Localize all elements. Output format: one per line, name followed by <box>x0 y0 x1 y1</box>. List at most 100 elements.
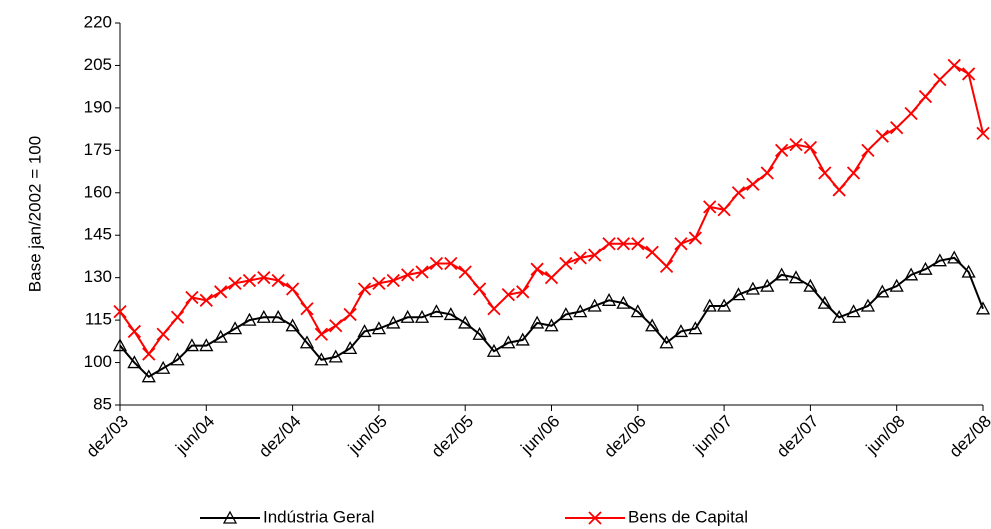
point-marker <box>357 282 372 296</box>
point-marker <box>588 248 602 262</box>
legend-marker <box>588 511 602 525</box>
point-marker <box>846 166 861 180</box>
point-marker <box>142 347 156 361</box>
x-tick-label: dez/05 <box>428 412 478 462</box>
point-marker <box>227 321 243 335</box>
point-marker <box>156 360 171 374</box>
x-tick-label: dez/07 <box>773 412 823 462</box>
point-marker <box>889 278 904 292</box>
point-marker <box>601 292 617 306</box>
point-marker <box>242 273 257 288</box>
x-tick-label: dez/04 <box>255 412 305 462</box>
point-marker <box>544 271 559 285</box>
point-marker <box>760 278 775 292</box>
point-marker <box>400 309 415 323</box>
point-marker <box>472 326 487 340</box>
point-marker <box>170 352 185 366</box>
point-marker <box>472 282 487 296</box>
point-marker <box>673 324 689 338</box>
point-marker <box>573 251 587 265</box>
point-marker <box>861 143 875 157</box>
point-marker <box>141 369 156 383</box>
x-tick-label: jun/08 <box>862 412 909 459</box>
point-marker <box>832 309 847 323</box>
point-marker <box>429 304 444 318</box>
point-marker <box>587 298 602 312</box>
point-marker <box>444 256 458 271</box>
point-marker <box>285 282 300 296</box>
point-marker <box>631 237 645 251</box>
point-marker <box>961 264 976 278</box>
point-marker <box>401 268 415 282</box>
point-marker <box>717 203 731 217</box>
point-marker <box>788 270 804 284</box>
point-marker <box>300 302 314 316</box>
point-marker <box>746 177 760 191</box>
point-marker <box>530 262 544 276</box>
y-tick-label: 160 <box>84 182 112 201</box>
y-tick-label: 205 <box>84 55 112 74</box>
y-tick-label: 85 <box>93 394 112 413</box>
point-marker <box>458 265 472 279</box>
point-marker <box>271 309 286 323</box>
point-marker <box>487 302 501 316</box>
point-marker <box>458 315 473 329</box>
point-marker <box>875 284 890 298</box>
point-marker <box>904 106 918 121</box>
point-marker <box>343 307 357 322</box>
point-marker <box>918 261 933 275</box>
point-marker <box>127 324 142 339</box>
point-marker <box>903 267 919 281</box>
point-marker <box>515 332 530 346</box>
point-marker <box>803 140 818 155</box>
point-marker <box>674 237 688 251</box>
point-marker <box>486 343 502 357</box>
point-marker <box>875 129 889 143</box>
point-marker <box>184 338 200 352</box>
point-marker <box>185 290 199 305</box>
point-marker <box>803 278 818 292</box>
series-line <box>119 256 984 378</box>
x-tick-label: jun/05 <box>344 412 391 459</box>
y-tick-label: 175 <box>84 140 112 159</box>
point-marker <box>745 281 760 295</box>
point-marker <box>774 267 789 281</box>
point-marker <box>112 338 128 352</box>
point-marker <box>976 126 990 140</box>
point-marker <box>228 276 242 290</box>
point-marker <box>559 256 573 271</box>
point-marker <box>947 58 961 73</box>
point-marker <box>558 307 573 321</box>
point-marker <box>616 295 631 309</box>
point-marker <box>818 166 832 180</box>
point-marker <box>932 253 947 267</box>
point-marker <box>357 324 372 338</box>
y-axis-label: Base jan/2002 = 100 <box>25 136 44 292</box>
point-marker <box>832 183 846 197</box>
point-marker <box>688 321 703 335</box>
point-marker <box>314 352 329 366</box>
point-marker <box>429 256 444 271</box>
point-marker <box>213 329 228 343</box>
y-tick-label: 190 <box>84 97 112 116</box>
point-marker <box>961 67 976 81</box>
point-marker <box>630 304 645 318</box>
point-marker <box>918 89 933 104</box>
point-marker <box>414 309 430 323</box>
point-marker <box>573 304 588 318</box>
point-marker <box>415 265 429 279</box>
x-tick-label: dez/06 <box>600 412 650 462</box>
point-marker <box>372 276 386 290</box>
point-marker <box>645 245 659 259</box>
point-marker <box>256 309 271 323</box>
y-tick-label: 220 <box>84 12 112 31</box>
point-marker <box>199 293 213 307</box>
point-marker <box>846 304 861 318</box>
point-marker <box>817 295 832 309</box>
y-tick-label: 145 <box>84 225 112 244</box>
point-marker <box>731 287 746 301</box>
point-marker <box>257 271 271 285</box>
point-marker <box>299 335 315 349</box>
legend-label: Bens de Capital <box>628 507 748 526</box>
point-marker <box>789 138 803 152</box>
